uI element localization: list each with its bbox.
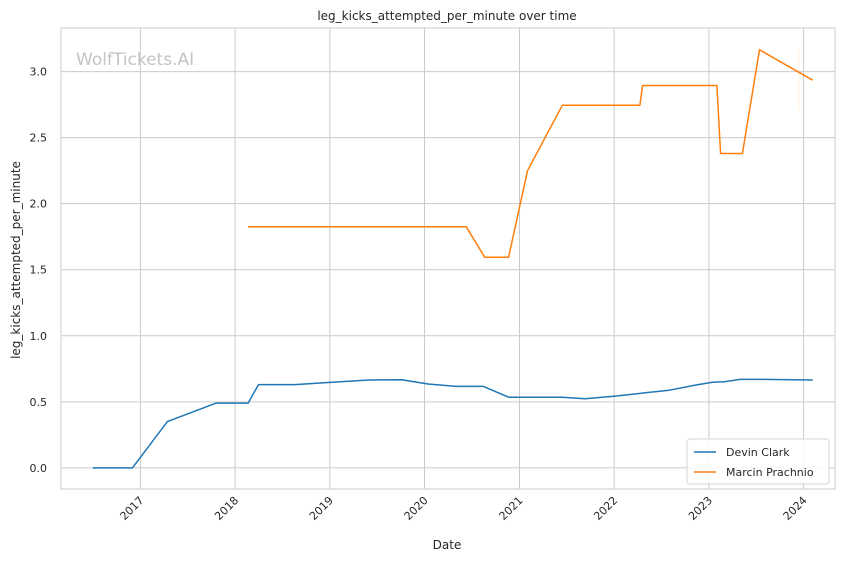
y-tick-label: 3.0 — [30, 66, 48, 79]
x-axis-title: Date — [433, 538, 462, 552]
y-tick-label: 2.0 — [30, 198, 48, 211]
y-gridlines — [61, 71, 835, 469]
chart-title: leg_kicks_attempted_per_minute over time — [317, 9, 576, 23]
plot-frame — [60, 27, 836, 490]
legend-label-devin-clark: Devin Clark — [726, 446, 790, 459]
series-line-devin-clark — [92, 378, 813, 469]
plot-background — [61, 28, 835, 489]
y-tick-label: 1.0 — [30, 330, 48, 343]
legend-box — [686, 438, 830, 485]
legend-label-marcin-prachnio: Marcin Prachnio — [726, 466, 814, 479]
y-tick-label: 0.5 — [30, 396, 48, 409]
y-tick-label: 1.5 — [30, 264, 48, 277]
series-line-marcin-prachnio — [248, 49, 814, 258]
y-tick-label: 2.5 — [30, 132, 48, 145]
y-axis-ticks: 0.0 0.5 1.0 1.5 2.0 2.5 3.0 — [30, 66, 48, 475]
legend: Devin Clark Marcin Prachnio — [686, 438, 830, 485]
y-tick-label: 0.0 — [30, 462, 48, 475]
series-layer — [92, 49, 814, 469]
plot-area: WolfTickets.AI — [60, 27, 836, 490]
watermark-text: WolfTickets.AI — [76, 50, 194, 70]
y-axis-title: leg_kicks_attempted_per_minute — [9, 161, 23, 359]
x-gridlines — [139, 28, 805, 489]
